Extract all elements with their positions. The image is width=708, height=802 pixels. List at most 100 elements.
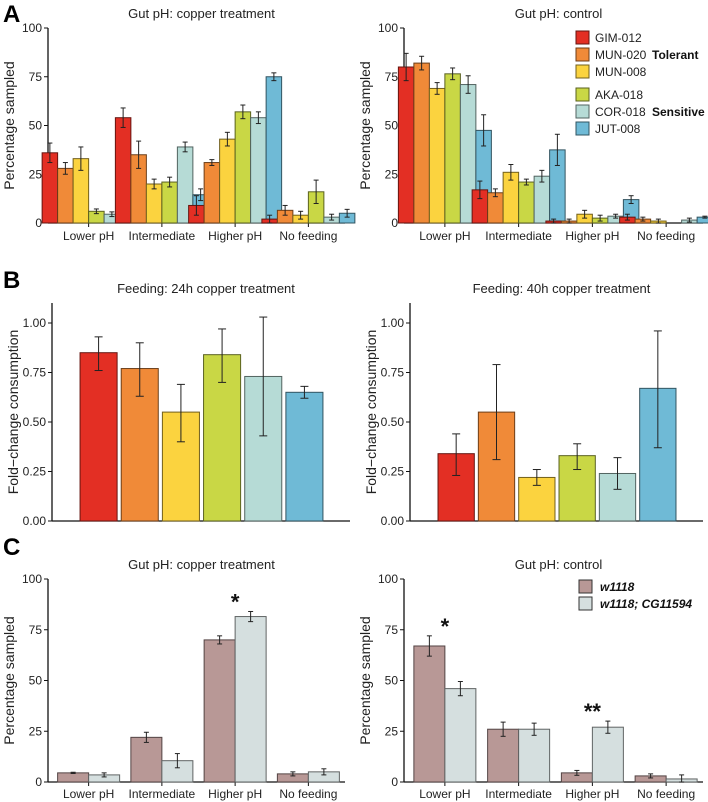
- bar: [518, 181, 535, 224]
- bar: [130, 736, 163, 783]
- y-tick-label: 75: [29, 623, 43, 637]
- x-tick-label: No feeding: [279, 229, 337, 243]
- chart-a-left: Gut pH: copper treatment Percentage sampl…: [1, 6, 356, 243]
- y-axis-label: Percentage sampled: [357, 616, 373, 744]
- chart-b-right: Feeding: 40h copper treatment Fold−change…: [363, 281, 703, 528]
- x-tick-label: Higher pH: [208, 787, 262, 801]
- chart-title: Gut pH: control: [515, 557, 603, 572]
- y-tick-label: 100: [378, 21, 398, 35]
- bar: [265, 76, 283, 224]
- chart-title: Gut pH: copper treatment: [128, 6, 275, 21]
- legend-label: GIM-012: [595, 31, 642, 45]
- x-tick-label: Lower pH: [419, 229, 470, 243]
- legend: GIM-012 MUN-020 Tolerant MUN-008 AKA-018 COR-…: [575, 30, 705, 136]
- y-tick-label: 0: [35, 775, 42, 789]
- panel-letter-c: C: [3, 534, 20, 561]
- y-axis-label: Percentage sampled: [1, 61, 17, 189]
- significance-marker: **: [584, 699, 602, 724]
- x-tick-label: Lower pH: [419, 787, 470, 801]
- chart-title: Gut pH: control: [515, 6, 603, 21]
- y-tick-label: 0.50: [23, 415, 47, 429]
- x-tick-label: Lower pH: [63, 229, 114, 243]
- y-tick-label: 75: [385, 70, 399, 84]
- bar: [413, 62, 430, 224]
- bar: [487, 192, 504, 224]
- legend-swatch: [575, 104, 590, 119]
- legend-swatch: [575, 87, 590, 102]
- y-tick-label: 50: [385, 119, 399, 133]
- y-tick-label: 25: [29, 167, 43, 181]
- bar: [234, 111, 252, 224]
- y-axis-label: Percentage sampled: [357, 61, 373, 189]
- legend-label-genotype: w1118: [600, 597, 635, 611]
- y-axis-label: Fold−change consumption: [5, 330, 21, 495]
- y-tick-label: 50: [29, 674, 43, 688]
- x-tick-label: Intermediate: [129, 229, 196, 243]
- bar: [145, 183, 163, 224]
- y-tick-label: 0.25: [23, 465, 47, 479]
- y-tick-label: 100: [378, 572, 398, 586]
- bar: [234, 616, 267, 783]
- bar: [250, 117, 267, 224]
- chart-title: Gut pH: copper treatment: [128, 557, 275, 572]
- chart-b-left: Feeding: 24h copper treatment Fold−change…: [5, 281, 350, 528]
- legend-label-suffix: ; CG11594: [634, 597, 692, 611]
- x-tick-label: Higher pH: [208, 229, 262, 243]
- bar: [79, 352, 118, 522]
- y-tick-label: 100: [22, 572, 42, 586]
- y-tick-label: 1.00: [23, 316, 47, 330]
- x-tick-label: No feeding: [279, 787, 337, 801]
- legend-label-genotype: w1118: [600, 580, 635, 594]
- legend-swatch: [575, 64, 590, 79]
- x-tick-label: Intermediate: [129, 787, 196, 801]
- y-tick-label: 50: [385, 674, 399, 688]
- y-tick-label: 25: [29, 724, 43, 738]
- legend-group-label: Tolerant: [652, 48, 698, 62]
- bar: [413, 645, 446, 783]
- bar: [533, 175, 551, 224]
- legend-swatch: [575, 47, 590, 62]
- bar: [444, 73, 461, 224]
- bar: [598, 472, 637, 522]
- y-tick-label: 0.75: [23, 366, 47, 380]
- chart-title: Feeding: 24h copper treatment: [117, 281, 295, 296]
- bar: [518, 728, 551, 783]
- x-tick-label: No feeding: [637, 787, 695, 801]
- y-tick-label: 0.00: [381, 514, 405, 528]
- y-axis-label: Fold−change consumption: [363, 330, 379, 495]
- x-tick-label: Intermediate: [485, 229, 552, 243]
- y-tick-label: 0.50: [381, 415, 405, 429]
- chart-c-left: Gut pH: copper treatment Percentage sampl…: [1, 557, 345, 801]
- legend-label: AKA-018: [595, 88, 643, 102]
- bar: [487, 728, 520, 783]
- x-tick-label: Higher pH: [565, 787, 619, 801]
- legend-swatch: [575, 30, 590, 45]
- x-tick-label: Intermediate: [485, 787, 552, 801]
- y-tick-label: 75: [385, 623, 399, 637]
- legend-label: COR-018: [595, 105, 646, 119]
- y-tick-label: 0.25: [381, 465, 405, 479]
- bar: [219, 138, 236, 224]
- legend-group-label: Sensitive: [652, 105, 705, 119]
- y-tick-label: 25: [385, 167, 399, 181]
- x-tick-label: Higher pH: [565, 229, 619, 243]
- significance-marker: *: [441, 614, 450, 639]
- legend-label: w1118; CG11594: [600, 597, 692, 611]
- x-tick-label: No feeding: [637, 229, 695, 243]
- legend-label: MUN-020: [595, 48, 647, 62]
- y-tick-label: 0: [391, 216, 398, 230]
- bar: [161, 181, 178, 224]
- chart-title: Feeding: 40h copper treatment: [473, 281, 651, 296]
- bar: [203, 639, 236, 783]
- chart-a-right: Gut pH: control Percentage sampled 0 25 50 75…: [357, 6, 708, 243]
- y-tick-label: 0: [35, 216, 42, 230]
- bar: [591, 726, 624, 783]
- legend-label: JUT-008: [595, 122, 641, 136]
- bar: [203, 162, 221, 224]
- legend-swatch: [578, 579, 593, 594]
- panel-letter-b: B: [3, 267, 20, 294]
- y-tick-label: 0: [391, 775, 398, 789]
- y-tick-label: 1.00: [381, 316, 405, 330]
